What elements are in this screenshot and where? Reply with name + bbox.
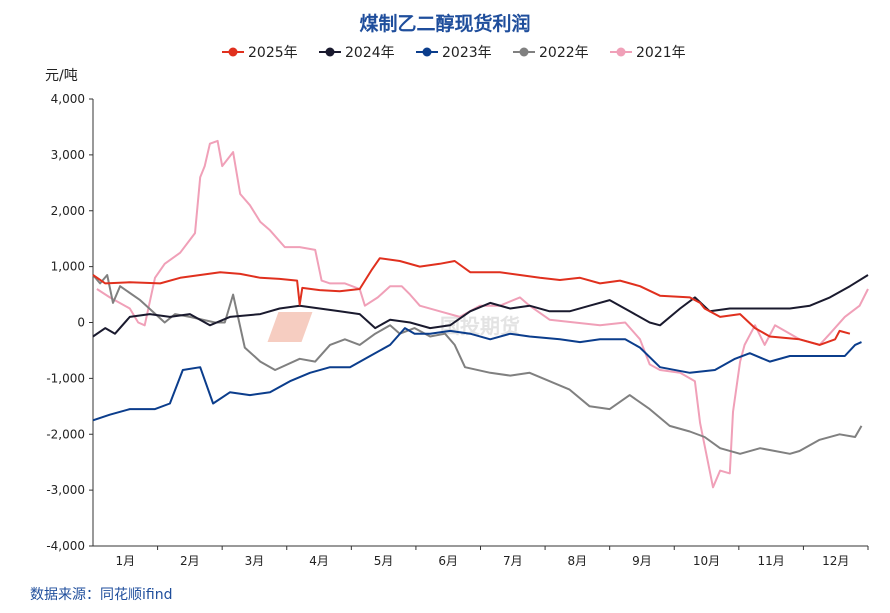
legend-label: 2023年 <box>442 45 492 61</box>
legend-marker <box>325 47 335 57</box>
legend-marker <box>519 47 529 57</box>
y-tick-label: -2,000 <box>46 427 85 441</box>
y-tick-label: 1,000 <box>51 260 85 274</box>
legend-marker <box>616 47 626 57</box>
source-note: 数据来源：同花顺ifind <box>30 587 172 603</box>
y-tick-label: 4,000 <box>51 92 85 106</box>
x-tick-label: 6月 <box>438 554 458 568</box>
x-tick-label: 10月 <box>693 554 720 568</box>
x-tick-label: 1月 <box>115 554 135 568</box>
legend-label: 2022年 <box>539 45 589 61</box>
legend-label: 2025年 <box>248 45 298 61</box>
legend-label: 2024年 <box>345 45 395 61</box>
y-tick-label: 0 <box>77 316 85 330</box>
x-tick-label: 12月 <box>822 554 849 568</box>
legend-item-2022: 2022年 <box>513 45 589 61</box>
legend-label: 2021年 <box>636 45 686 61</box>
x-tick-label: 2月 <box>180 554 200 568</box>
legend-item-2024: 2024年 <box>319 45 395 61</box>
legend-marker <box>228 47 238 57</box>
y-tick-label: 3,000 <box>51 148 85 162</box>
x-tick-label: 7月 <box>503 554 523 568</box>
series-lines <box>92 139 869 489</box>
y-tick-label: 2,000 <box>51 204 85 218</box>
axes: 4,000 3,000 2,000 1,000 0 -1,000 -2,000 -3,000 -… <box>46 92 869 568</box>
x-tick-label: 3月 <box>245 554 265 568</box>
legend-item-2021: 2021年 <box>610 45 686 61</box>
y-tick-label: -4,000 <box>46 539 85 553</box>
series-line-2024 <box>92 274 869 338</box>
x-tick-label: 8月 <box>568 554 588 568</box>
x-tick-label: 11月 <box>757 554 784 568</box>
series-line-2023 <box>92 327 862 422</box>
y-tick-label: -1,000 <box>46 371 85 385</box>
watermark-mark <box>267 312 313 342</box>
x-tick-label: 5月 <box>374 554 394 568</box>
legend-item-2025: 2025年 <box>222 45 298 61</box>
legend-item-2023: 2023年 <box>416 45 492 61</box>
chart-title: 煤制乙二醇现货利润 <box>359 12 530 35</box>
y-axis-unit: 元/吨 <box>45 68 78 84</box>
series-line-2022 <box>92 274 863 455</box>
series-line-2025 <box>92 257 851 346</box>
legend: 2025年 2024年 2023年 2022年 2021年 <box>222 45 686 61</box>
legend-marker <box>422 47 432 57</box>
y-tick-label: -3,000 <box>46 483 85 497</box>
x-tick-label: 9月 <box>632 554 652 568</box>
watermark-logo: 国投期货 <box>267 312 520 342</box>
x-tick-label: 4月 <box>309 554 329 568</box>
